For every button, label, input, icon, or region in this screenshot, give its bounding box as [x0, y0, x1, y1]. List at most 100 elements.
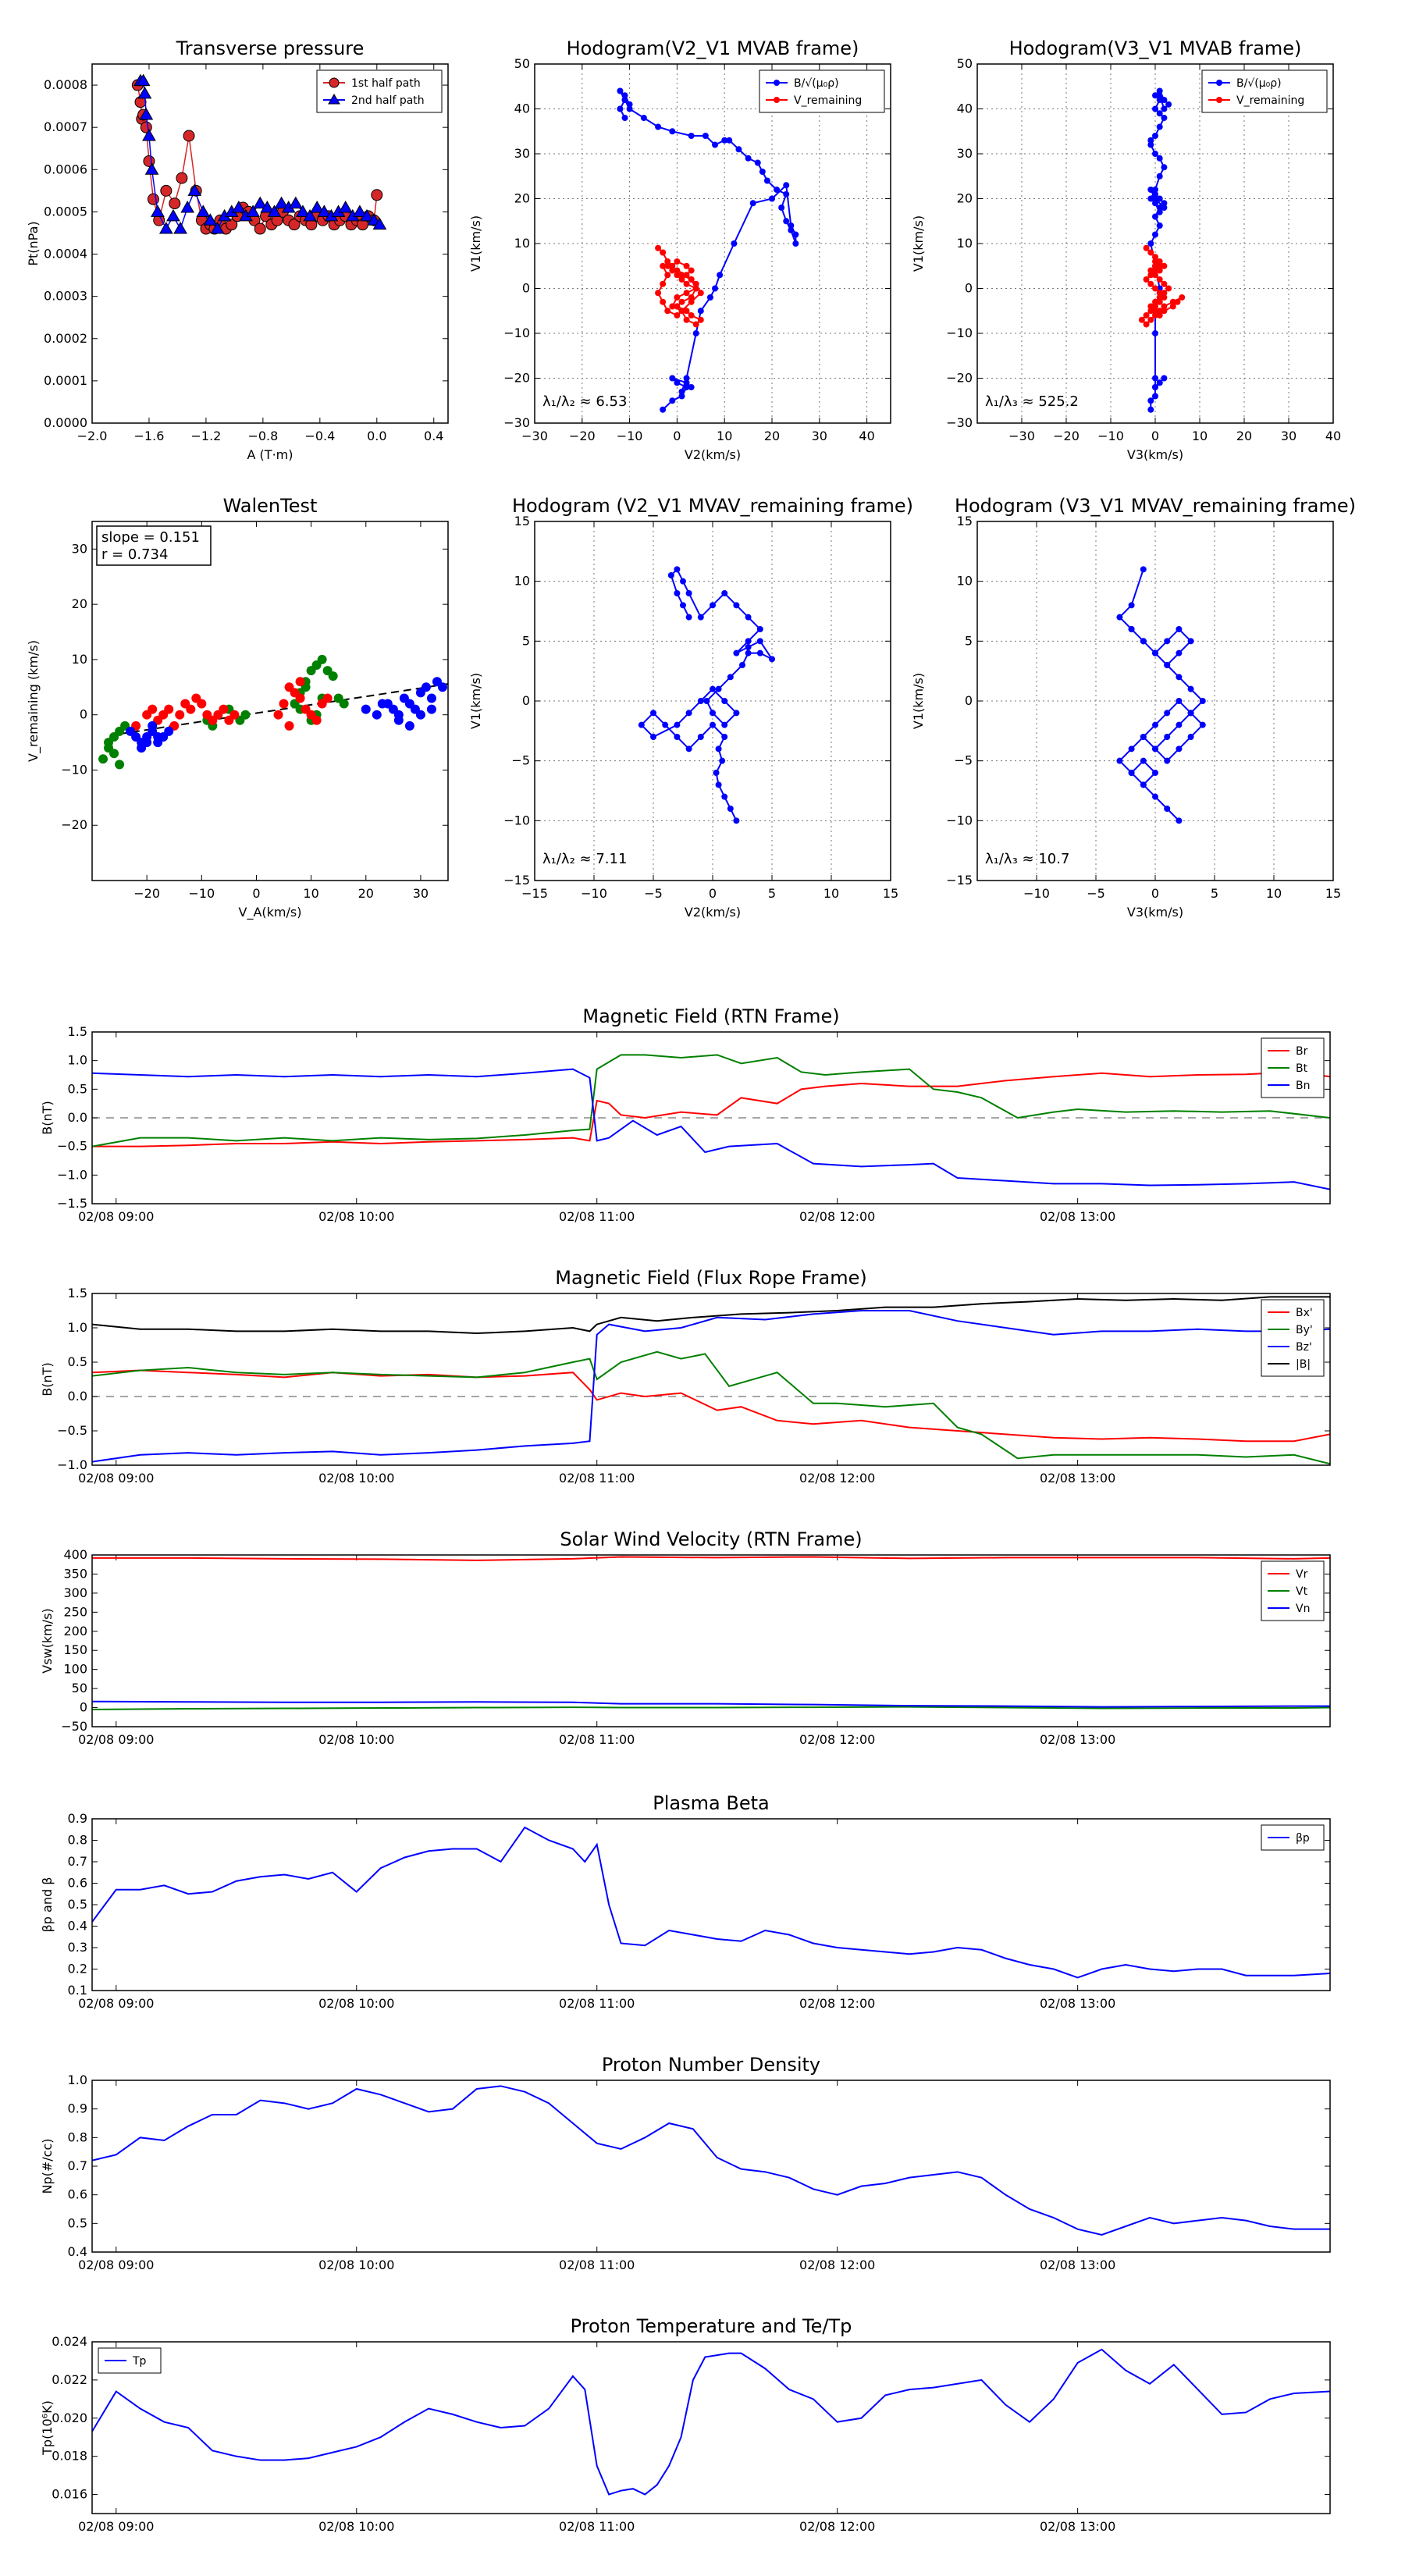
data-point [745, 649, 752, 656]
data-point [1152, 649, 1158, 656]
x-tick-label: 0.4 [424, 429, 443, 443]
data-point [1147, 280, 1154, 287]
hodogram-v3-v1-mvab-title: Hodogram(V3_V1 MVAB frame) [1009, 37, 1302, 59]
y-tick-label: 0.0000 [44, 415, 87, 430]
data-point [678, 388, 685, 395]
data-point [1140, 781, 1147, 788]
data-point [1147, 187, 1154, 193]
data-point [664, 308, 671, 315]
legend-marker [1216, 80, 1222, 86]
y-tick-label: 0.3 [68, 1940, 87, 1955]
x-tick-label: −15 [521, 886, 548, 901]
data-point [655, 290, 662, 297]
proton-number-density-panel: Proton Number Density 02/08 09:00 02/08 10… [40, 2054, 1331, 2272]
series-line-3 [92, 1296, 1330, 1335]
data-point [180, 200, 195, 213]
y-tick-label: 1.0 [68, 1320, 87, 1335]
data-point [717, 272, 724, 279]
series-line-0 [92, 1369, 1330, 1443]
magnetic-field-flux-rope-legend: Bx' By' Bz' |B| [1261, 1299, 1325, 1377]
y-tick-label: 30 [72, 541, 87, 556]
data-point [1161, 308, 1168, 315]
legend-label: βp [1296, 1832, 1310, 1845]
data-point [1147, 141, 1154, 148]
series-line-0 [1118, 569, 1204, 822]
x-tick-label: −0.8 [247, 429, 278, 443]
magnetic-field-rtn-panel: Magnetic Field (RTN Frame) 02/08 09:00 02/… [40, 1005, 1331, 1224]
walen-test-frame [91, 521, 449, 881]
proton-temperature-panel: Proton Temperature and Te/Tp 02/08 09:00 0… [40, 2315, 1331, 2534]
data-point [148, 720, 158, 731]
data-point [683, 379, 690, 386]
legend-label: Bz' [1296, 1341, 1312, 1354]
data-point [655, 244, 662, 251]
y-tick-label: 40 [957, 101, 973, 116]
data-point [683, 262, 690, 269]
legend-box [98, 2347, 162, 2374]
data-point [1164, 710, 1171, 717]
data-point [692, 330, 699, 336]
legend-label: 1st half path [351, 77, 421, 90]
data-point [1176, 649, 1183, 656]
data-point [638, 721, 645, 728]
data-point [1156, 308, 1163, 315]
data-point [712, 285, 719, 292]
y-tick-label: 0.0006 [44, 162, 87, 176]
x-tick-label: 02/08 13:00 [1040, 1471, 1115, 1485]
y-tick-label: 350 [63, 1566, 87, 1581]
legend-label: Vt [1296, 1585, 1308, 1598]
data-point [1147, 303, 1154, 310]
data-point [372, 217, 387, 230]
data-point [1164, 638, 1171, 645]
y-tick-label: 0.022 [52, 2372, 87, 2387]
legend-marker [1216, 97, 1222, 103]
x-tick-label: −20 [133, 886, 160, 901]
data-point [1152, 384, 1158, 390]
data-point [715, 685, 722, 692]
data-point [240, 710, 251, 720]
hodogram-v3-v1-mvav-frame [976, 521, 1334, 881]
data-point [674, 734, 681, 740]
legend-label: |B| [1296, 1358, 1311, 1371]
data-point [674, 312, 681, 318]
data-point [669, 128, 676, 135]
transverse-pressure-x-label: A (T·m) [247, 447, 293, 462]
series-line-0 [92, 1071, 1330, 1147]
hodogram-v2-v1-mvav-frame [534, 521, 891, 881]
y-tick-label: 0.6 [68, 1876, 87, 1891]
data-point [1176, 674, 1183, 681]
x-tick-label: 10 [1266, 886, 1282, 901]
x-tick-label: 02/08 09:00 [78, 1209, 154, 1224]
x-tick-label: 0 [709, 886, 717, 901]
hodogram-v3-v1-mvab-data [1138, 87, 1186, 413]
data-point [279, 699, 289, 709]
hodogram-v2-v1-mvav-x-label: V2(km/s) [685, 905, 741, 920]
x-tick-label: 02/08 12:00 [799, 1471, 875, 1485]
magnetic-field-rtn-data [92, 1054, 1330, 1190]
x-tick-label: −10 [1023, 886, 1050, 901]
data-point [1147, 308, 1154, 315]
x-tick-label: 02/08 09:00 [78, 1996, 154, 2011]
data-point [1156, 222, 1163, 229]
data-point [1147, 249, 1154, 256]
data-point [674, 379, 681, 386]
walen-test-panel: WalenTest −20 −10 0 10 20 30 −20 −10 0 10 20 30 V_A(k… [26, 495, 449, 920]
y-tick-label: −30 [503, 415, 530, 430]
data-point [1176, 745, 1183, 753]
y-tick-label: 30 [957, 146, 973, 161]
x-tick-label: 02/08 12:00 [799, 2519, 875, 2534]
data-point [662, 721, 669, 728]
data-point [660, 249, 667, 256]
x-tick-label: 30 [413, 886, 429, 901]
hodogram-v3-v1-mvav-x-label: V3(km/s) [1127, 905, 1183, 920]
hodogram-v2-v1-mvab-annotation: λ₁/λ₂ ≈ 6.53 [542, 393, 627, 410]
series-line-0 [92, 1826, 1330, 1979]
y-tick-label: −10 [503, 813, 530, 827]
hodogram-v2-v1-mvab-legend: B/√(μ₀ρ) V_remaining [759, 69, 885, 113]
y-tick-label: 0.8 [68, 2129, 87, 2144]
y-tick-label: 0 [522, 693, 530, 708]
data-point [288, 219, 301, 231]
x-tick-label: 02/08 10:00 [318, 1732, 394, 1747]
y-tick-label: 5 [522, 633, 530, 648]
data-point [1152, 200, 1158, 207]
